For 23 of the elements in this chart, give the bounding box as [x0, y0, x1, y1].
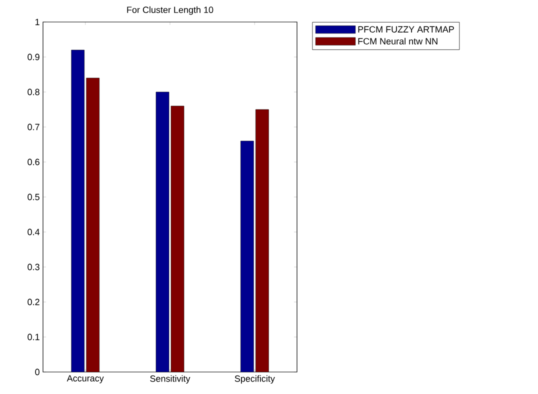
bar [256, 109, 269, 372]
y-tick-label: 0.2 [28, 298, 40, 306]
x-tick-label: Sensitivity [150, 375, 190, 384]
y-tick-label: 0.1 [28, 334, 40, 340]
legend-label: FCM Neural ntw NN [358, 38, 438, 44]
chart-title: For Cluster Length 10 [127, 6, 214, 15]
bar [240, 140, 254, 372]
y-tick-label: 0.3 [28, 264, 40, 270]
x-tick-label: Accuracy [66, 375, 104, 384]
bar [170, 106, 184, 372]
y-tick-label: 0.7 [28, 124, 40, 130]
y-tick-label: 1 [35, 18, 40, 26]
bar [86, 78, 100, 372]
y-tick-label: 0.5 [28, 194, 40, 200]
y-tick-label: 0.4 [28, 228, 40, 236]
y-tick-label: 0 [35, 368, 40, 376]
y-tick-label: 0.6 [28, 158, 40, 166]
y-tick-label: 0.8 [28, 88, 40, 96]
y-tick-label: 0.9 [28, 54, 40, 60]
bar [71, 50, 84, 372]
legend-label: PFCM FUZZY ARTMAP [358, 26, 454, 33]
bar [156, 92, 170, 372]
x-tick-label: Specificity [234, 375, 275, 384]
